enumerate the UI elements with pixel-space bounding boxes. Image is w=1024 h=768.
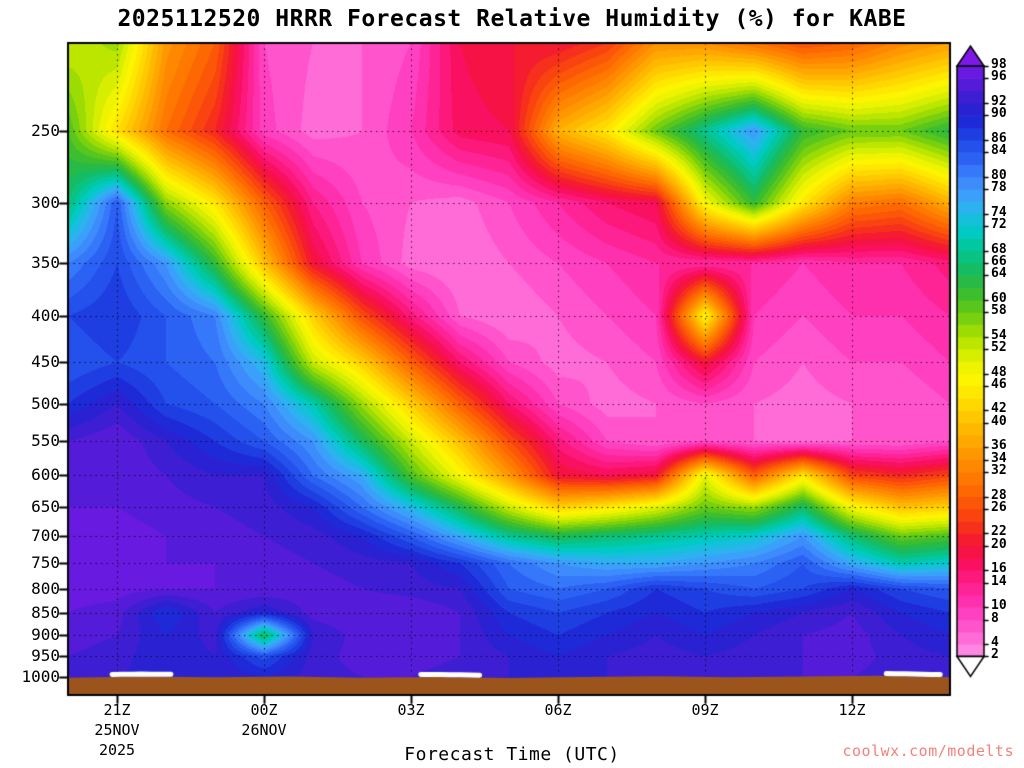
colorbar-tick-label: 52 xyxy=(991,339,1007,355)
x-tick-label: 03Z xyxy=(397,701,425,719)
y-tick-label: 800 xyxy=(31,578,60,598)
watermark-text: coolwx.com/modelts xyxy=(842,742,1014,760)
colorbar-tick-label: 34 xyxy=(991,450,1007,466)
x-tick-label: 12Z xyxy=(838,701,866,719)
y-tick-label: 1000 xyxy=(21,666,60,686)
chart-title: 2025112520 HRRR Forecast Relative Humidi… xyxy=(117,6,907,32)
colorbar-tick-label: 28 xyxy=(991,487,1007,503)
x-tick-label: 00Z xyxy=(250,701,278,719)
y-tick-label: 350 xyxy=(31,253,60,273)
colorbar-tick-label: 16 xyxy=(991,561,1007,577)
y-tick-label: 400 xyxy=(31,305,60,325)
colorbar-tick-label: 54 xyxy=(991,327,1007,343)
colorbar-tick-label: 32 xyxy=(991,462,1007,478)
y-tick-label: 700 xyxy=(31,526,60,546)
colorbar-tick-label: 48 xyxy=(991,364,1007,380)
colorbar-tick-label: 96 xyxy=(991,69,1007,85)
x-tick-sublabel: 26NOV xyxy=(241,721,287,739)
colorbar-tick-label: 86 xyxy=(991,130,1007,146)
colorbar-tick-label: 26 xyxy=(991,499,1007,515)
colorbar-tick-label: 84 xyxy=(991,143,1007,159)
colorbar-tick-label: 60 xyxy=(991,290,1007,306)
colorbar-tick-label: 80 xyxy=(991,167,1007,183)
colorbar-tick-label: 2 xyxy=(991,647,999,663)
y-tick-label: 300 xyxy=(31,192,60,212)
colorbar-tick-label: 66 xyxy=(991,253,1007,269)
x-tick-label: 21Z xyxy=(103,701,131,719)
x-tick-label: 09Z xyxy=(691,701,719,719)
colorbar-tick-label: 20 xyxy=(991,536,1007,552)
x-tick-label: 06Z xyxy=(544,701,572,719)
x-tick-sublabel: 2025 xyxy=(98,741,136,759)
colorbar-tick-label: 64 xyxy=(991,266,1007,282)
colorbar-tick-label: 92 xyxy=(991,93,1007,109)
colorbar-tick-label: 90 xyxy=(991,106,1007,122)
y-tick-label: 250 xyxy=(31,120,60,140)
colorbar-tick-label: 14 xyxy=(991,573,1007,589)
colorbar-tick-label: 4 xyxy=(991,635,999,651)
colorbar-tick-label: 74 xyxy=(991,204,1007,220)
colorbar-tick-label: 42 xyxy=(991,401,1007,417)
colorbar-tick-label: 22 xyxy=(991,524,1007,540)
y-tick-label: 600 xyxy=(31,465,60,485)
y-tick-label: 750 xyxy=(31,553,60,573)
y-tick-label: 500 xyxy=(31,393,60,413)
colorbar-tick-label: 40 xyxy=(991,413,1007,429)
x-tick-sublabel: 25NOV xyxy=(94,721,140,739)
colorbar-tick-label: 68 xyxy=(991,241,1007,257)
colorbar-tick-label: 46 xyxy=(991,376,1007,392)
y-tick-label: 900 xyxy=(31,625,60,645)
colorbar-tick-label: 58 xyxy=(991,303,1007,318)
colorbar-tick-label: 10 xyxy=(991,598,1007,614)
colorbar-tick-label: 8 xyxy=(991,610,999,626)
y-tick-label: 650 xyxy=(31,496,60,516)
y-tick-label: 850 xyxy=(31,602,60,622)
colorbar-tick-label: 98 xyxy=(991,57,1007,72)
y-tick-label: 550 xyxy=(31,431,60,451)
colorbar-tick-label: 78 xyxy=(991,180,1007,195)
y-tick-label: 450 xyxy=(31,352,60,372)
x-axis-title: Forecast Time (UTC) xyxy=(404,744,620,765)
colorbar-tick-label: 36 xyxy=(991,438,1007,454)
y-tick-label: 950 xyxy=(31,646,60,666)
colorbar-tick-label: 72 xyxy=(991,216,1007,232)
